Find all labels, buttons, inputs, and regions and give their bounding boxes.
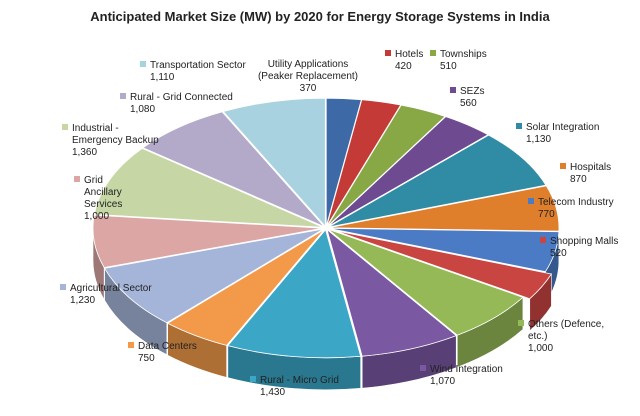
legend-swatch (430, 50, 436, 56)
legend-swatch (540, 237, 546, 243)
legend-swatch (518, 320, 524, 326)
slice-name: Emergency Backup (72, 135, 159, 146)
pie-slice (326, 228, 457, 357)
legend-swatch (250, 376, 256, 382)
slice-value: 370 (300, 83, 317, 94)
legend-swatch (60, 284, 66, 290)
slice-name: SEZs (460, 86, 484, 97)
pie-slice (328, 185, 560, 232)
slice-value: 870 (570, 174, 587, 185)
pie-slice (328, 134, 547, 228)
legend-swatch (62, 124, 68, 130)
chart-title: Anticipated Market Size (MW) by 2020 for… (90, 9, 550, 24)
slice-name: Hospitals (570, 162, 611, 173)
pie-slice (334, 230, 553, 300)
pie-slice (103, 228, 324, 324)
slice-labels: Utility Applications(Peaker Replacement)… (60, 49, 618, 398)
slice-value: 1,360 (72, 147, 97, 158)
slice-name: Utility Applications (268, 59, 349, 70)
slice-name: Services (84, 199, 122, 210)
slice-value: 1,000 (84, 211, 109, 222)
legend-swatch (140, 61, 146, 67)
pie-slice (166, 229, 325, 346)
legend-swatch (450, 87, 456, 93)
slice-name: Townships (440, 49, 487, 60)
legend-swatch (120, 93, 126, 99)
slice-name: Agricultural Sector (70, 283, 152, 294)
slice-value: 1,070 (430, 376, 455, 387)
legend-swatch (420, 365, 426, 371)
slice-name: Data Centers (138, 341, 197, 352)
legend-swatch (128, 342, 134, 348)
pie-slice (93, 147, 324, 228)
pie-slice (227, 228, 362, 359)
slice-name: (Peaker Replacement) (258, 71, 358, 82)
slice-name: Industrial - (72, 123, 119, 134)
pie-slice (328, 227, 560, 273)
slice-value: 770 (538, 209, 555, 220)
slice-label: Utility Applications(Peaker Replacement)… (258, 59, 358, 94)
slice-name: Rural - Micro Grid (260, 375, 339, 386)
slice-name: Grid (84, 175, 103, 186)
pie-slice (142, 111, 325, 227)
slice-value: 510 (440, 61, 457, 72)
slice-value: 1,110 (150, 72, 175, 83)
slice-name: Shopping Malls (550, 236, 618, 247)
slice-name: etc.) (528, 331, 547, 342)
slice-value: 750 (138, 353, 155, 364)
pie-slice (325, 97, 362, 227)
pie-slice (326, 99, 402, 227)
slice-value: 560 (460, 98, 477, 109)
pie-slice (222, 97, 326, 228)
pie-slice (327, 228, 524, 336)
slice-label: Others (Defence,etc.)1,000 (518, 319, 604, 354)
slice-value: 420 (395, 61, 412, 72)
slice-name: Hotels (395, 49, 423, 60)
slice-name: Rural - Grid Connected (130, 92, 233, 103)
legend-swatch (74, 176, 80, 182)
legend-swatch (516, 123, 522, 129)
slice-value: 1,230 (70, 295, 95, 306)
legend-swatch (528, 198, 534, 204)
slice-value: 520 (550, 248, 567, 259)
pie-slice (327, 116, 489, 227)
slice-name: Solar Integration (526, 122, 599, 133)
pie-tops (92, 97, 560, 359)
slice-name: Ancillary (84, 187, 122, 198)
pie-slice (92, 214, 324, 268)
slice-name: Others (Defence, (528, 319, 604, 330)
slice-value: 1,080 (130, 104, 155, 115)
slice-value: 1,130 (526, 134, 551, 145)
slice-value: 1,000 (528, 343, 553, 354)
slice-name: Transportation Sector (150, 60, 246, 71)
legend-swatch (385, 50, 391, 56)
slice-name: Wind Integration (430, 364, 503, 375)
legend-swatch (560, 163, 566, 169)
pie-slice (326, 104, 446, 227)
slice-value: 1,430 (260, 387, 285, 398)
slice-name: Telecom Industry (538, 197, 614, 208)
